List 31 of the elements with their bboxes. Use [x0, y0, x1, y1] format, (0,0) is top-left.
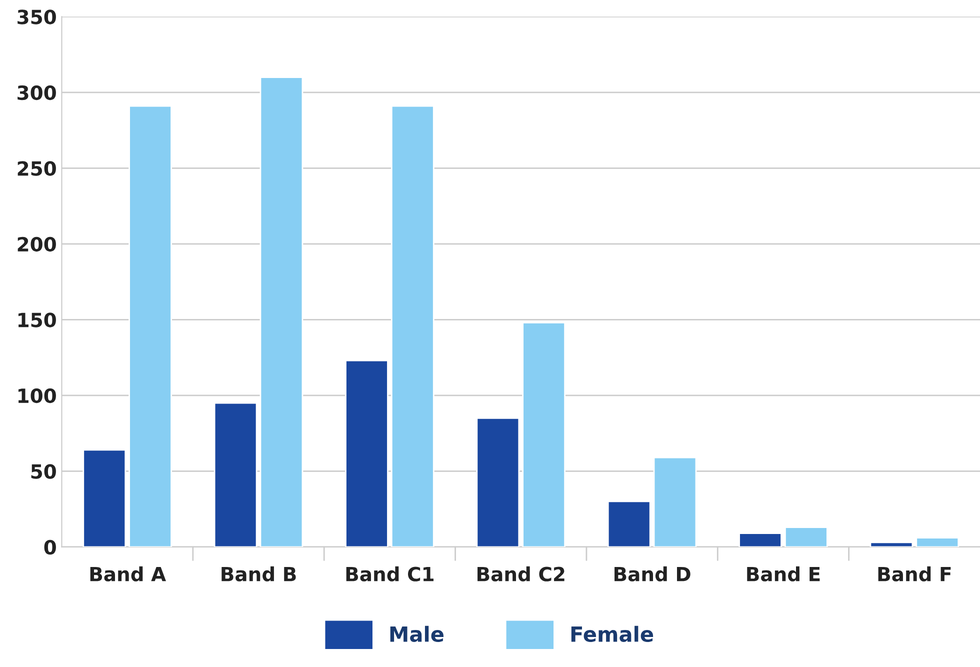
bar [870, 542, 914, 547]
x-tick-label: Band E [747, 566, 820, 582]
bar [260, 76, 304, 547]
y-tick-label: 150 [18, 312, 56, 328]
y-tick-label: 250 [18, 161, 56, 176]
x-tick-label: Band D [614, 566, 690, 582]
bar [738, 532, 782, 547]
x-tick-label: Band C2 [478, 566, 564, 582]
bar [653, 456, 697, 547]
bar [476, 417, 520, 547]
bar [607, 500, 651, 547]
x-tick-label: Band A [90, 566, 166, 582]
y-tick-label: 100 [18, 388, 56, 404]
y-tick-label: 350 [18, 10, 56, 24]
bar [522, 322, 566, 547]
x-tick-label: Band C1 [346, 566, 434, 582]
bar [128, 105, 172, 547]
x-tick-label: Band F [878, 566, 951, 582]
y-tick-label: 0 [44, 540, 56, 555]
bar [916, 537, 960, 547]
bar [390, 105, 434, 547]
x-tick-label: Band B [222, 566, 296, 582]
bar [345, 360, 388, 547]
bar [784, 526, 828, 547]
legend-label: Male [390, 626, 444, 642]
y-tick-label: 300 [18, 85, 56, 100]
y-tick-label: 50 [31, 464, 56, 479]
bar [82, 449, 126, 547]
y-tick-label: 200 [18, 236, 56, 252]
bar [214, 402, 258, 547]
legend-label: Female [571, 626, 654, 642]
